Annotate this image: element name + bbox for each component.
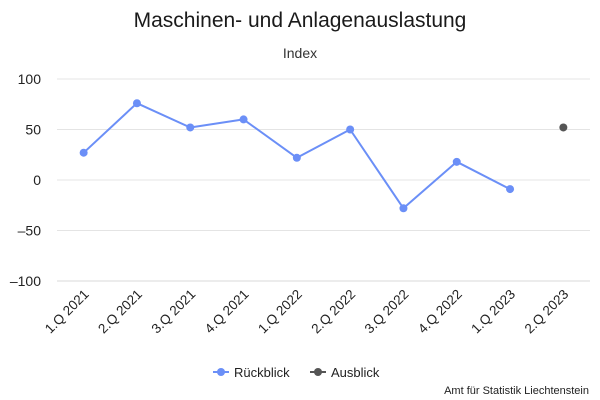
y-tick-label: –50 (18, 223, 42, 239)
credit-text: Amt für Statistik Liechtenstein (444, 385, 589, 397)
legend-item[interactable]: Ausblick (310, 365, 380, 380)
series (79, 99, 568, 213)
data-point[interactable] (559, 123, 568, 132)
legend-item[interactable]: Rückblick (213, 365, 290, 380)
legend-label: Rückblick (234, 365, 290, 380)
legend-dot-marker (217, 368, 225, 376)
data-point[interactable] (186, 123, 195, 132)
data-point[interactable] (79, 148, 88, 157)
y-tick-label: 0 (33, 172, 41, 188)
grid (57, 78, 590, 282)
y-axis-ticks: 100 50 0 –50 –100 (10, 71, 41, 289)
x-tick-label: 3.Q 2021 (148, 287, 198, 337)
data-point[interactable] (132, 99, 141, 108)
x-tick-label: 4.Q 2022 (415, 287, 465, 337)
legend-dot-marker (314, 368, 322, 376)
x-tick-label: 1.Q 2021 (42, 287, 92, 337)
data-point[interactable] (292, 153, 301, 162)
x-tick-label: 2.Q 2023 (522, 287, 572, 337)
x-tick-label: 3.Q 2022 (362, 287, 412, 337)
y-tick-label: 50 (25, 122, 41, 138)
data-point[interactable] (506, 185, 515, 194)
data-point[interactable] (399, 204, 408, 213)
x-axis-ticks: 1.Q 2021 2.Q 2021 3.Q 2021 4.Q 2021 1.Q 2022… (42, 287, 572, 337)
y-axis-label: Index (283, 45, 317, 61)
chart-title: Maschinen- und Anlagenauslastung (134, 9, 467, 32)
x-tick-label: 4.Q 2021 (202, 287, 252, 337)
x-tick-label: 1.Q 2022 (255, 287, 305, 337)
x-tick-label: 1.Q 2023 (468, 287, 518, 337)
x-tick-label: 2.Q 2022 (308, 287, 358, 337)
legend: Rückblick Ausblick (213, 365, 380, 380)
legend-label: Ausblick (331, 365, 380, 380)
y-tick-label: –100 (10, 273, 41, 289)
data-point[interactable] (346, 125, 355, 134)
data-point[interactable] (452, 157, 461, 166)
data-point[interactable] (239, 115, 248, 124)
y-tick-label: 100 (18, 71, 42, 87)
x-tick-label: 2.Q 2021 (95, 287, 145, 337)
